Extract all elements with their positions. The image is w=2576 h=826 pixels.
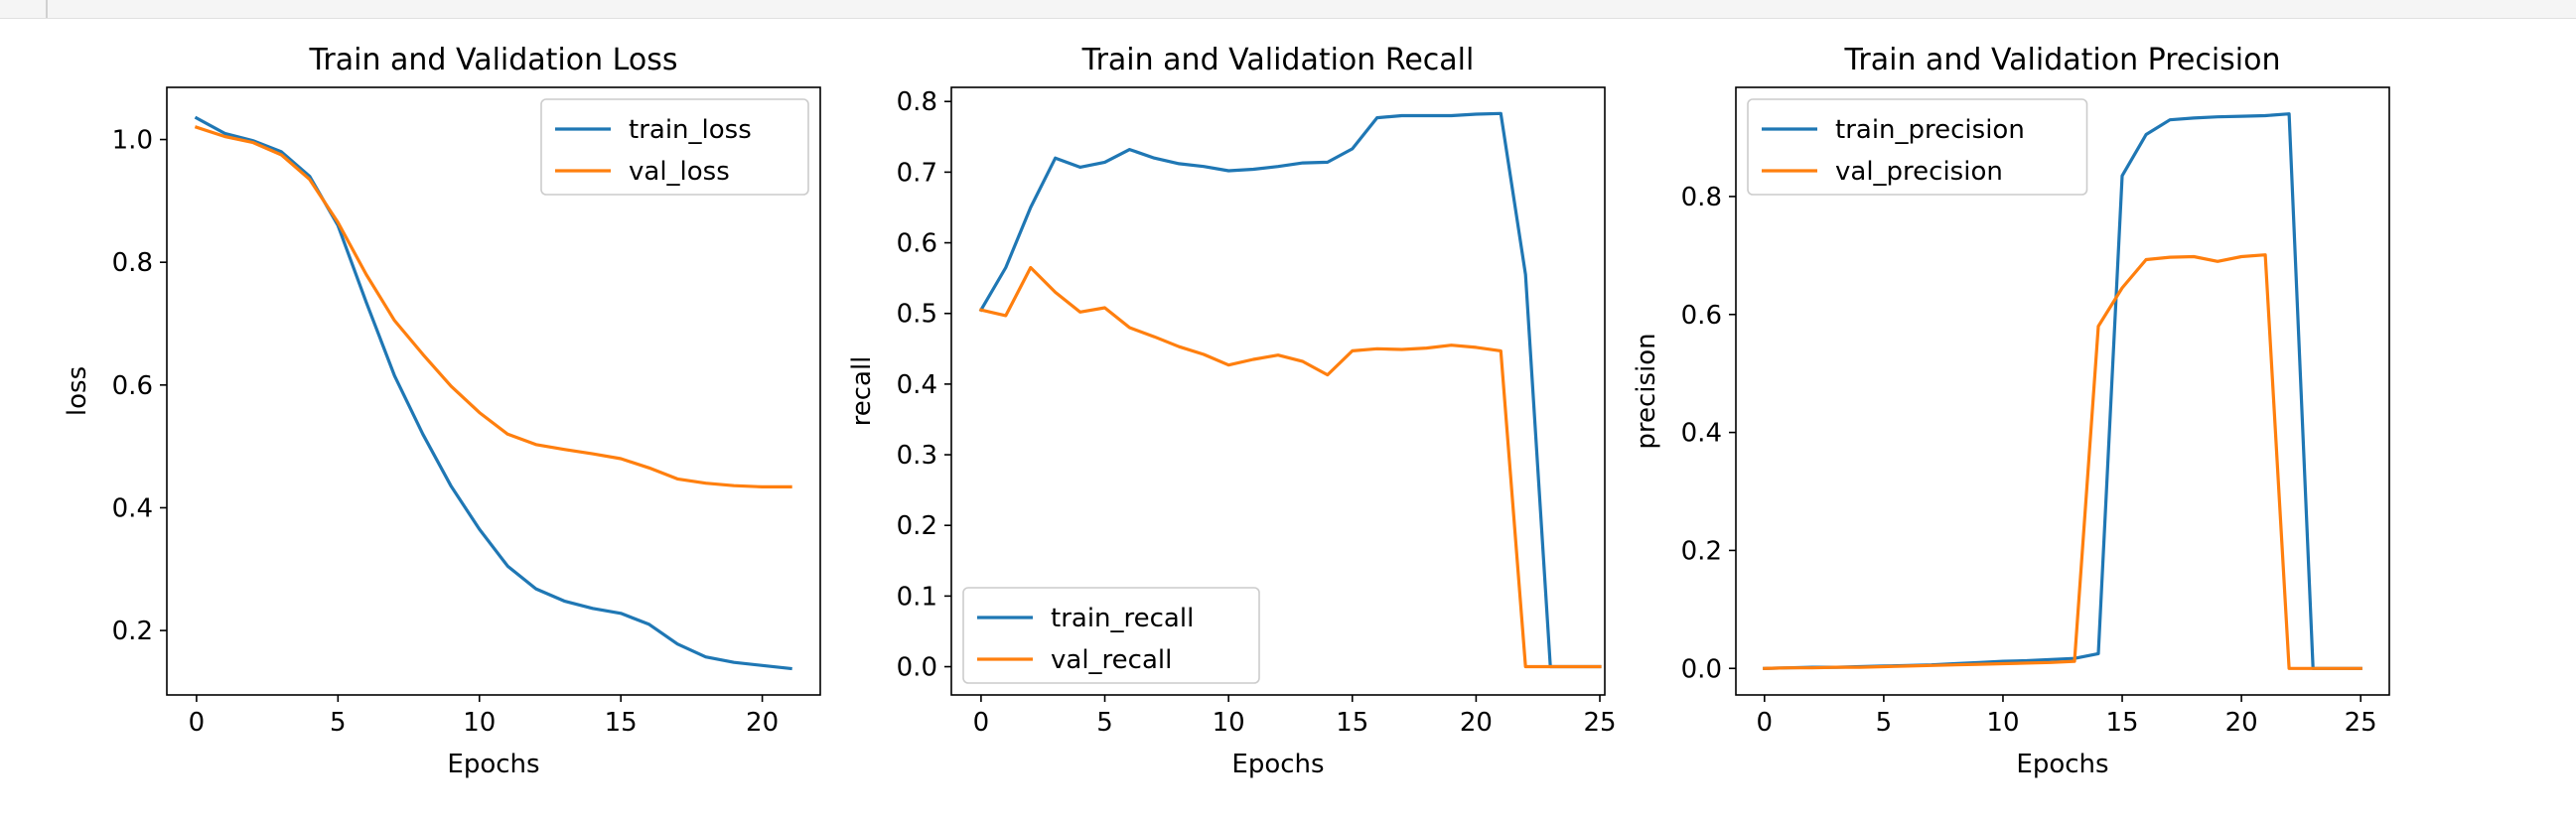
chart-panel-1: Train and Validation Loss 0 5 10 15 20 0.2 0.4 0… bbox=[63, 43, 821, 779]
x-tick-label: 25 bbox=[1583, 708, 1616, 738]
y-tick-label: 1.0 bbox=[112, 126, 153, 156]
series-line-val_recall bbox=[978, 265, 1602, 669]
x-axis-label: Epochs bbox=[1231, 750, 1324, 779]
chart-title: Train and Validation Recall bbox=[1081, 43, 1475, 77]
x-tick-label: 15 bbox=[605, 708, 638, 738]
y-tick-label: 0.0 bbox=[1681, 654, 1722, 684]
x-tick-label: 10 bbox=[1213, 708, 1245, 738]
x-tick-label: 15 bbox=[2105, 708, 2138, 738]
y-tick-label: 0.6 bbox=[1681, 301, 1722, 331]
x-tick-label: 5 bbox=[1876, 708, 1893, 738]
series-line-val_precision bbox=[1763, 253, 2362, 670]
x-tick-label: 0 bbox=[973, 708, 990, 738]
cell-border bbox=[46, 0, 48, 18]
y-tick-label: 0.8 bbox=[112, 248, 153, 278]
y-tick-label: 0.8 bbox=[897, 87, 937, 117]
y-tick-label: 0.7 bbox=[897, 158, 937, 188]
x-tick-label: 20 bbox=[746, 708, 779, 738]
chart-title: Train and Validation Precision bbox=[1843, 43, 2280, 77]
x-tick-label: 20 bbox=[2225, 708, 2258, 738]
legend-label: val_loss bbox=[629, 157, 730, 187]
legend-label: val_precision bbox=[1835, 157, 2003, 187]
chart-title: Train and Validation Loss bbox=[309, 43, 678, 77]
y-tick-label: 0.2 bbox=[1681, 536, 1722, 566]
axes-frame bbox=[166, 86, 821, 696]
legend: train_loss val_loss bbox=[540, 98, 809, 196]
legend-label: val_recall bbox=[1051, 645, 1172, 675]
x-axis-label: Epochs bbox=[447, 750, 539, 779]
y-tick-label: 0.4 bbox=[112, 493, 153, 523]
y-tick-label: 0.2 bbox=[897, 511, 937, 541]
series-line-train_loss bbox=[194, 115, 792, 671]
x-tick-label: 10 bbox=[463, 708, 496, 738]
y-tick-label: 0.6 bbox=[897, 229, 937, 259]
y-tick-label: 0.2 bbox=[112, 617, 153, 646]
chart-panel-3: Train and Validation Precision 0 5 10 15 20 25… bbox=[1632, 43, 2390, 779]
y-axis-label: precision bbox=[1632, 333, 1661, 449]
series-line-train_recall bbox=[978, 111, 1602, 669]
y-tick-label: 0.0 bbox=[897, 653, 937, 683]
series-line-val_loss bbox=[194, 125, 792, 488]
y-tick-label: 0.5 bbox=[897, 300, 937, 330]
y-tick-label: 0.6 bbox=[112, 371, 153, 401]
axes-frame bbox=[950, 86, 1606, 696]
x-tick-label: 5 bbox=[330, 708, 347, 738]
notebook-cell-edge bbox=[0, 0, 2576, 19]
x-tick-label: 20 bbox=[1460, 708, 1493, 738]
x-tick-label: 25 bbox=[2345, 708, 2377, 738]
legend-label: train_loss bbox=[629, 115, 752, 145]
x-tick-label: 10 bbox=[1986, 708, 2019, 738]
legend-box bbox=[1747, 98, 2088, 196]
y-axis-label: loss bbox=[63, 366, 92, 416]
x-tick-label: 0 bbox=[189, 708, 206, 738]
y-tick-label: 0.1 bbox=[897, 582, 937, 612]
legend: train_recall val_recall bbox=[962, 587, 1260, 684]
legend-label: train_precision bbox=[1835, 115, 2025, 145]
legend-box bbox=[962, 587, 1260, 684]
chart-panel-2: Train and Validation Recall 0 5 10 15 20 25 0.0… bbox=[847, 43, 1617, 779]
x-tick-label: 0 bbox=[1757, 708, 1774, 738]
x-axis-label: Epochs bbox=[2016, 750, 2108, 779]
legend-label: train_recall bbox=[1051, 604, 1194, 633]
y-tick-label: 0.8 bbox=[1681, 183, 1722, 212]
axes-frame bbox=[1735, 86, 2390, 696]
legend: train_precision val_precision bbox=[1747, 98, 2088, 196]
y-axis-label: recall bbox=[847, 356, 877, 427]
x-tick-label: 5 bbox=[1096, 708, 1113, 738]
y-tick-label: 0.4 bbox=[1681, 419, 1722, 449]
y-tick-label: 0.3 bbox=[897, 441, 937, 471]
x-tick-label: 15 bbox=[1336, 708, 1368, 738]
y-tick-label: 0.4 bbox=[897, 370, 937, 400]
series-line-train_precision bbox=[1763, 112, 2362, 670]
